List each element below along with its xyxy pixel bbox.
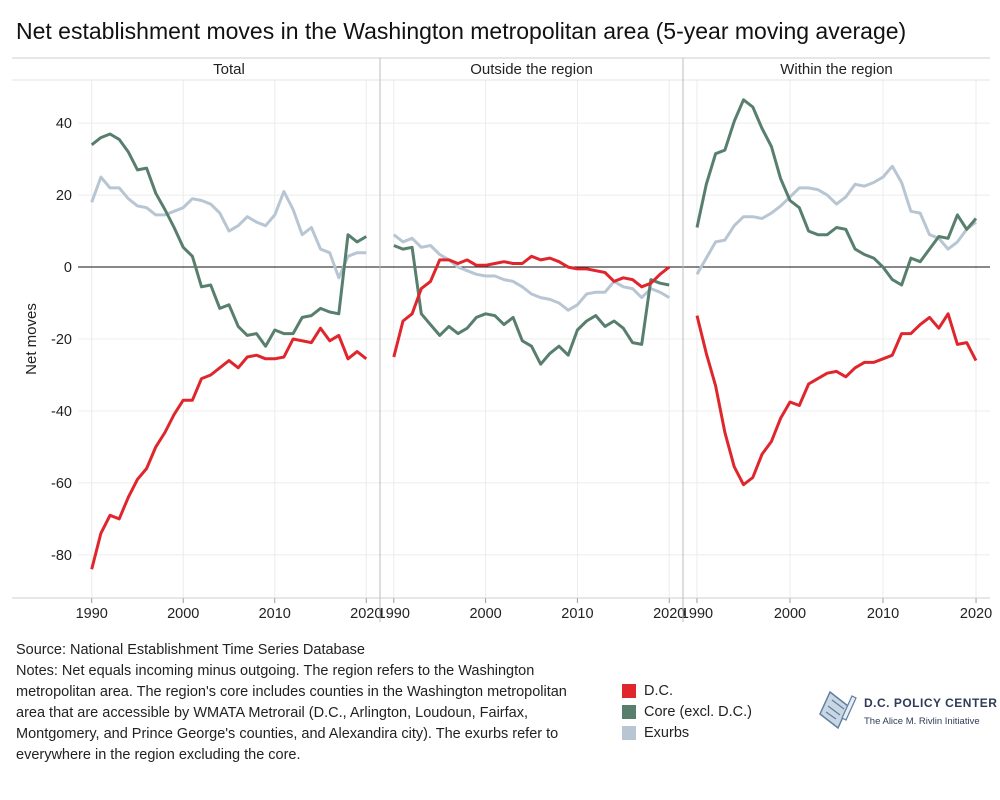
dc-map-document-icon	[819, 690, 857, 730]
x-tick-label: 2020	[350, 606, 382, 622]
x-tick-label: 2000	[774, 606, 806, 622]
legend-item-exurbs: Exurbs	[622, 722, 752, 743]
series-line	[695, 164, 977, 276]
source-notes: Source: National Establishment Time Seri…	[16, 640, 586, 766]
series-line	[695, 98, 978, 287]
x-tick-label: 2000	[469, 606, 501, 622]
series-line	[392, 254, 671, 358]
legend-label-dc: D.C.	[644, 682, 673, 699]
legend-swatch-dc	[622, 683, 636, 698]
y-tick-label: 20	[56, 188, 72, 204]
series-line	[90, 326, 368, 570]
y-tick-label: -40	[51, 404, 72, 420]
notes-text: Notes: Net equals incoming minus outgoin…	[16, 663, 567, 763]
legend-label-core: Core (excl. D.C.)	[644, 703, 752, 720]
dc-policy-center-logo: D.C. POLICY CENTER The Alice M. Rivlin I…	[818, 688, 997, 738]
panel-title: Outside the region	[470, 61, 593, 78]
legend: D.C. Core (excl. D.C.) Exurbs	[622, 680, 752, 743]
x-tick-label: 2010	[259, 606, 291, 622]
y-tick-label: -60	[51, 476, 72, 492]
legend-item-dc: D.C.	[622, 680, 752, 701]
legend-swatch-core	[622, 704, 636, 719]
series-line	[393, 244, 670, 366]
logo-name: D.C. POLICY CENTER	[864, 696, 998, 710]
series-line	[90, 132, 368, 348]
x-tick-label: 2020	[960, 606, 992, 622]
series-line	[695, 312, 978, 487]
x-tick-label: 2010	[561, 606, 593, 622]
y-axis-label: Net moves	[23, 303, 40, 375]
source-line: Source: National Establishment Time Seri…	[16, 642, 365, 658]
x-tick-label: 2000	[167, 606, 199, 622]
x-tick-label: 2020	[653, 606, 685, 622]
x-tick-label: 1990	[681, 606, 713, 622]
panel-title: Total	[213, 61, 245, 78]
y-tick-label: -80	[51, 548, 72, 564]
panel-title: Within the region	[780, 61, 893, 78]
logo-tagline: The Alice M. Rivlin Initiative	[864, 716, 980, 727]
small-multiples-line-chart: Net moves -80 -60 -40 -20 0 20 40 Total 1990 2000 2…	[12, 57, 992, 622]
chart-title: Net establishment moves in the Washingto…	[16, 18, 907, 44]
legend-swatch-exurbs	[622, 725, 636, 740]
series-line	[392, 233, 670, 312]
y-tick-label: -20	[51, 332, 72, 348]
x-tick-label: 2010	[867, 606, 899, 622]
x-tick-label: 1990	[76, 606, 108, 622]
legend-item-core: Core (excl. D.C.)	[622, 701, 752, 722]
series-line	[90, 175, 367, 280]
x-tick-label: 1990	[378, 606, 410, 622]
y-tick-label: 0	[64, 260, 72, 276]
y-tick-label: 40	[56, 116, 72, 132]
legend-label-exurbs: Exurbs	[644, 724, 690, 741]
